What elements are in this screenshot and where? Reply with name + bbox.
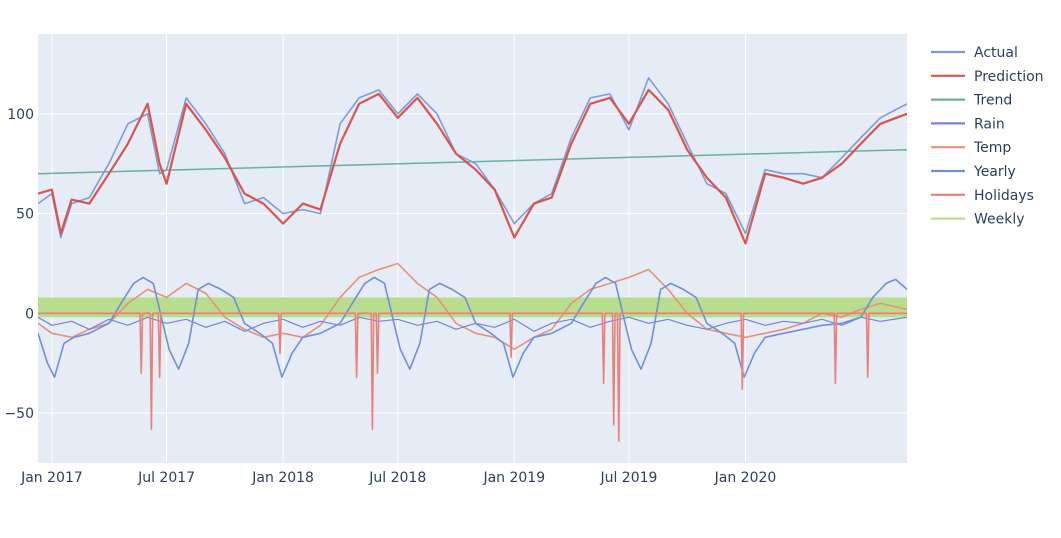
series-weekly-band (38, 297, 907, 318)
plot-background (38, 34, 907, 463)
y-tick-label: 50 (16, 207, 34, 223)
legend-item-yearly[interactable]: Yearly (931, 164, 1016, 180)
legend-item-actual[interactable]: Actual (931, 45, 1018, 61)
legend-label-weekly: Weekly (974, 212, 1025, 228)
y-axis-labels: −50 0 50 100 (4, 107, 34, 422)
plot-area (38, 77, 907, 442)
series-prediction-line (38, 88, 907, 245)
x-gridlines (51, 34, 746, 463)
legend-item-holidays[interactable]: Holidays (931, 188, 1034, 204)
legend-item-prediction[interactable]: Prediction (931, 69, 1044, 85)
legend-label-prediction: Prediction (974, 69, 1044, 85)
x-tick-label: Jan 2020 (714, 470, 777, 486)
x-tick-label: Jul 2018 (368, 470, 426, 486)
legend-item-weekly[interactable]: Weekly (931, 212, 1025, 228)
series-layer (38, 77, 907, 442)
x-axis-labels: Jan 2017 Jul 2017 Jan 2018 Jul 2018 Jan 2019… (20, 470, 776, 486)
x-tick-label: Jul 2019 (599, 470, 657, 486)
y-tick-label: 100 (7, 107, 34, 123)
legend-label-actual: Actual (974, 45, 1018, 61)
series-holidays-line (38, 312, 907, 442)
legend-label-yearly: Yearly (973, 164, 1016, 180)
series-actual-line (38, 77, 907, 239)
x-tick-label: Jan 2019 (482, 470, 545, 486)
series-yearly-line (38, 276, 907, 378)
x-tick-label: Jan 2017 (20, 470, 83, 486)
legend-item-rain[interactable]: Rain (931, 116, 1005, 132)
legend[interactable]: Actual Prediction Trend Rain Temp Yearly Holid… (931, 45, 1044, 228)
legend-label-rain: Rain (974, 116, 1005, 132)
series-rain-line (38, 316, 907, 332)
x-tick-label: Jan 2018 (251, 470, 314, 486)
legend-label-temp: Temp (973, 140, 1011, 156)
x-tick-label: Jul 2017 (137, 470, 195, 486)
y-tick-label: −50 (4, 406, 34, 422)
y-tick-label: 0 (25, 306, 34, 322)
legend-label-trend: Trend (973, 93, 1012, 109)
legend-label-holidays: Holidays (974, 188, 1034, 204)
legend-item-trend[interactable]: Trend (931, 93, 1012, 109)
legend-item-temp[interactable]: Temp (931, 140, 1011, 156)
series-temp-line (38, 262, 907, 351)
